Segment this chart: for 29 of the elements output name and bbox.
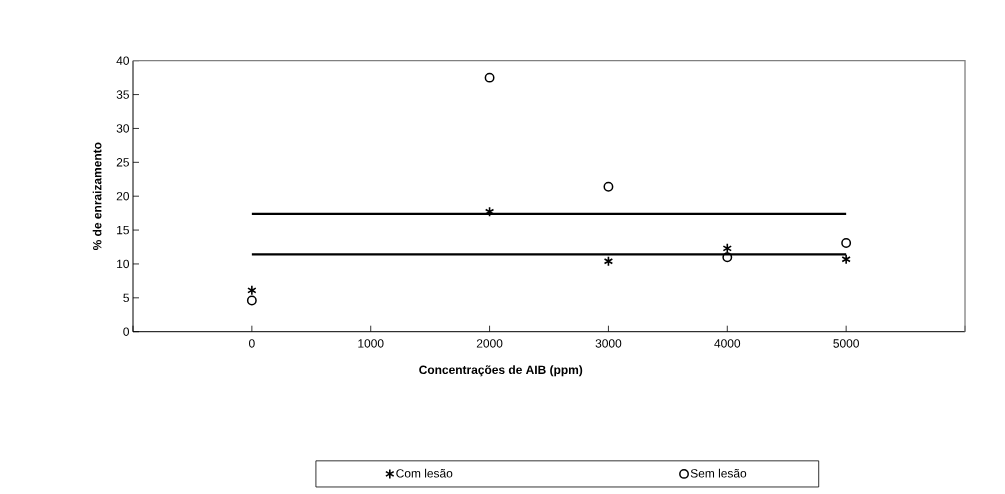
y-tick-label: 0: [123, 327, 130, 336]
point: [722, 252, 733, 263]
point: [841, 238, 852, 248]
y-tick-label: 10: [117, 259, 130, 269]
y-tick-label: 30: [116, 124, 130, 133]
x-tick-label: 2000: [476, 339, 503, 348]
x-tick-label: 4000: [714, 339, 741, 348]
y-tick-label: 20: [116, 191, 130, 201]
legend-label: Com lesão: [396, 468, 453, 478]
point: [246, 295, 257, 306]
point: [722, 243, 732, 254]
y-axis-title: % de enraizamento: [92, 142, 102, 251]
point: [484, 206, 495, 218]
x-tick-label: 3000: [595, 339, 622, 348]
y-tick-label: 15: [117, 225, 129, 235]
point: [603, 255, 614, 267]
x-tick-label: 1000: [358, 339, 384, 348]
x-tick-label: 5000: [833, 339, 859, 348]
y-tick-label: 5: [123, 293, 129, 302]
x-axis-title: Concentrações de AIB (ppm): [419, 365, 583, 377]
legend-label: Sem lesão: [690, 468, 747, 478]
point: [841, 253, 851, 265]
point: [603, 181, 614, 192]
x-tick-label: 0: [249, 339, 255, 348]
point: [247, 285, 257, 296]
y-tick-label: 25: [116, 158, 129, 167]
y-tick-label: 40: [116, 56, 130, 65]
point: [484, 72, 495, 83]
y-tick-label: 35: [116, 90, 129, 99]
